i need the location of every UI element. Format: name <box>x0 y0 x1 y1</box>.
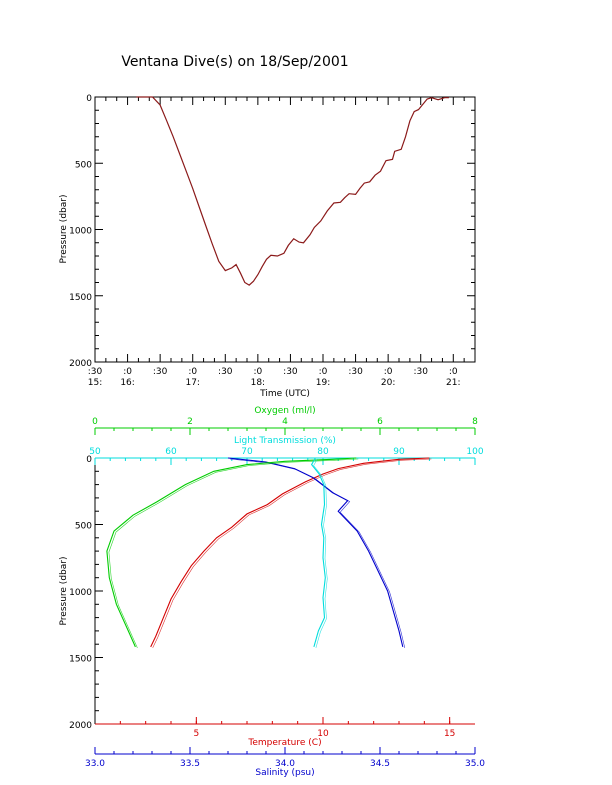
y-tick-label: 1500 <box>69 655 92 665</box>
series-layer <box>106 457 432 649</box>
transmission-tick-label: 50 <box>89 447 101 457</box>
salinity-tick-label: 34.0 <box>275 759 295 769</box>
x-tick-label-minutes: :0 <box>319 367 328 377</box>
x-tick-label-minutes: :30 <box>283 367 298 377</box>
salinity-tick-label: 34.5 <box>370 759 390 769</box>
x-tick-label-hour: 15: <box>88 378 102 388</box>
x-tick-label-hour: 19: <box>316 378 330 388</box>
salinity-tick-label: 33.0 <box>85 759 105 769</box>
x-tick-label-hour: 18: <box>251 378 265 388</box>
x-tick-label-minutes: :30 <box>348 367 363 377</box>
y-tick-label: 1000 <box>69 227 92 237</box>
salinity-profile <box>227 457 404 648</box>
y-tick-label: 1500 <box>69 293 92 303</box>
x-axis-title: Time (UTC) <box>259 389 310 399</box>
x-axes: 0 2 4 6 8 50 60 70 80 90 100 5 10 15 33.0 33.5 34.0 34.5 3… <box>85 417 485 769</box>
salinity-axis-title: Salinity (psu) <box>255 768 314 778</box>
x-tick-label-minutes: :30 <box>153 367 168 377</box>
transmission-tick-label: 100 <box>466 447 483 457</box>
temperature-axis-title: Temperature (C) <box>247 738 321 748</box>
oxygen-axis-title: Oxygen (ml/l) <box>254 406 315 416</box>
y-tick-label: 500 <box>75 160 92 170</box>
x-tick-label-minutes: :30 <box>413 367 428 377</box>
oxygen-tick-label: 2 <box>187 417 193 427</box>
y-tick-label: 2000 <box>69 359 92 369</box>
y-axis: 0 500 1000 1500 2000 <box>69 455 103 731</box>
y-tick-label: 1000 <box>69 588 92 598</box>
x-tick-label-hour: 16: <box>120 378 134 388</box>
temperature-tick-label: 15 <box>444 729 455 739</box>
oxygen-tick-label: 4 <box>282 417 288 427</box>
y-tick-label: 500 <box>75 522 92 532</box>
transmission-tick-label: 70 <box>241 447 253 457</box>
salinity-profile-upcast <box>229 458 406 648</box>
oxygen-profile-upcast <box>108 458 359 649</box>
transmission-tick-label: 80 <box>317 447 329 457</box>
chart-title: Ventana Dive(s) on 18/Sep/2001 <box>121 54 348 70</box>
transmission-profile <box>310 457 326 648</box>
oxygen-profile <box>106 457 357 648</box>
temperature-profile-upcast <box>152 458 432 649</box>
y-tick-label: 0 <box>86 455 92 465</box>
temperature-tick-label: 5 <box>193 729 199 739</box>
salinity-tick-label: 35.0 <box>465 759 485 769</box>
transmission-profile-upcast <box>313 458 328 648</box>
x-axis: :3015::016::30:017::30:018::30:019::30:0… <box>88 97 465 388</box>
oxygen-tick-label: 0 <box>92 417 98 427</box>
profile-plot: 0 500 1000 1500 2000 0 2 4 6 8 50 60 70 80 90 100 5 10 15… <box>59 406 485 778</box>
x-tick-label-minutes: :30 <box>218 367 233 377</box>
temperature-tick-label: 10 <box>317 729 329 739</box>
x-tick-label-minutes: :30 <box>88 367 103 377</box>
oxygen-tick-label: 6 <box>377 417 383 427</box>
x-tick-label-minutes: :0 <box>449 367 458 377</box>
x-tick-label-hour: 17: <box>185 378 199 388</box>
temperature-profile <box>150 457 430 648</box>
series-layer <box>136 96 449 286</box>
plot-frame <box>94 96 476 363</box>
y-axis-title: Pressure (dbar) <box>59 557 69 626</box>
x-tick-label-minutes: :0 <box>253 367 262 377</box>
y-axis-title: Pressure (dbar) <box>59 195 69 264</box>
x-tick-label-minutes: :0 <box>384 367 393 377</box>
oxygen-tick-label: 8 <box>472 417 478 427</box>
transmission-axis-title: Light Transmission (%) <box>234 436 336 446</box>
transmission-tick-label: 60 <box>165 447 177 457</box>
salinity-tick-label: 33.5 <box>180 759 200 769</box>
y-tick-label: 0 <box>86 94 92 104</box>
x-tick-label-hour: 20: <box>381 378 395 388</box>
x-tick-label-hour: 21: <box>446 378 460 388</box>
x-tick-label-minutes: :0 <box>188 367 197 377</box>
y-axis: 0 500 1000 1500 2000 <box>69 94 475 369</box>
pressure-trace <box>136 96 449 286</box>
y-tick-label: 2000 <box>69 721 92 731</box>
transmission-tick-label: 90 <box>393 447 405 457</box>
x-tick-label-minutes: :0 <box>123 367 132 377</box>
